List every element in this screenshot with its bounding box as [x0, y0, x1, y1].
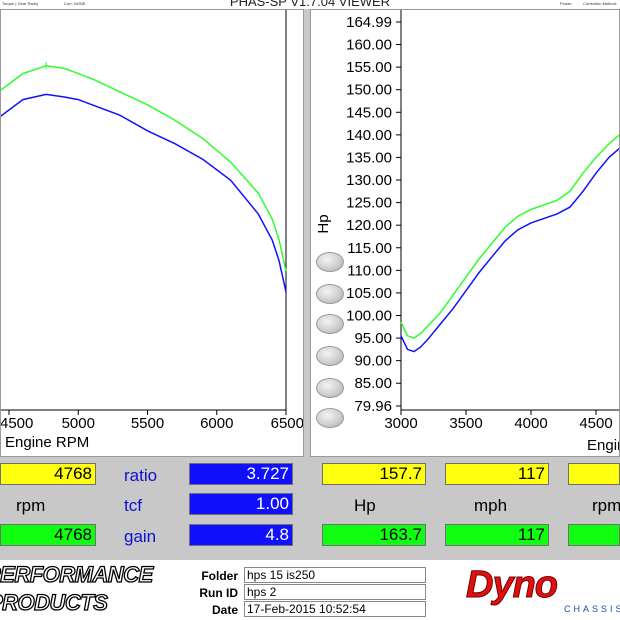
y-tick-label: 130.00 — [346, 172, 392, 189]
x-axis-title: Engine RPM — [5, 434, 89, 451]
y-tick-label: 155.00 — [346, 59, 392, 76]
trace-select-button-3[interactable] — [316, 314, 344, 334]
x-tick-label: 3000 — [384, 415, 417, 432]
y-tick-label: 164.99 — [346, 14, 392, 31]
y-tick-label: 140.00 — [346, 127, 392, 144]
hp-series-green — [400, 134, 619, 339]
y-tick-label: 115.00 — [347, 240, 392, 257]
date-label: Date — [211, 603, 238, 617]
torque-series-blue — [1, 93, 287, 293]
y-tick-label: 145.00 — [346, 104, 392, 121]
y-tick-label: 160.00 — [346, 37, 392, 54]
torque-series-green — [1, 65, 287, 272]
y-tick-label: 125.00 — [346, 195, 392, 212]
title-bar: Torque | Gear Ratio) Corr: NONE PHAS-SP … — [0, 0, 620, 9]
power-caption: Power: — [560, 1, 573, 6]
correction-method-caption: Correction Method: — [583, 1, 618, 6]
dyno-logo-text: Dyno — [466, 564, 559, 607]
gain-label: gain — [124, 527, 157, 546]
x-tick-label: 6500 — [271, 415, 304, 432]
y-tick-label: 120.00 — [346, 217, 392, 234]
x-tick-label: 4500 — [579, 415, 612, 432]
y-tick-label: 110.00 — [347, 262, 392, 279]
window-title: PHAS-SP V1.7.04 VIEWER — [229, 0, 391, 9]
x-axis-title: Engine RPM — [587, 437, 620, 454]
x-tick-label: 4000 — [514, 415, 547, 432]
x-tick-label: 5000 — [62, 415, 95, 432]
rpm-readout-run2: 4768 — [0, 524, 96, 546]
y-tick-label: 90.00 — [354, 353, 392, 370]
trace-select-button-6[interactable] — [316, 408, 344, 428]
x-tick-label: 5500 — [131, 415, 164, 432]
horsepower-chart-panel[interactable]: 164.99 160.00 155.00 150.00 145.00 140.00 135.… — [310, 9, 620, 457]
trace-select-button-4[interactable] — [316, 346, 344, 366]
rpm-label-right: rpm — [592, 496, 620, 515]
hp-series-blue — [400, 147, 619, 353]
torque-chart[interactable]: 4500 5000 5500 6000 6500 Engine RPM — [1, 10, 304, 457]
tcf-label: tcf — [124, 496, 142, 515]
x-tick-label: 3500 — [449, 415, 482, 432]
y-tick-label: 135.00 — [346, 149, 392, 166]
performance-products-logo: PERFORMANCE PRODUCTS — [0, 560, 200, 620]
dyno-logo-subtext: CHASSIS — [564, 604, 620, 614]
logo-line-2: PRODUCTS — [0, 589, 109, 615]
dyno-chassis-logo: Dyno CHASSIS — [460, 560, 620, 620]
horsepower-chart[interactable]: 164.99 160.00 155.00 150.00 145.00 140.00 135.… — [311, 10, 620, 457]
run-id-field[interactable]: hps 2 — [244, 584, 426, 600]
corr-caption: Corr: NONE — [64, 1, 86, 6]
trace-select-button-1[interactable] — [316, 252, 344, 272]
run-id-label: Run ID — [199, 586, 238, 600]
left-caption: Torque | Gear Ratio) — [2, 1, 39, 6]
torque-chart-frame — [1, 10, 287, 411]
y-tick-label: 85.00 — [354, 375, 392, 392]
rpm-readout-run2-right — [568, 524, 620, 546]
hp-readout-run1: 157.7 — [322, 463, 426, 485]
folder-label: Folder — [201, 569, 238, 583]
rpm-readout-run1: 4768 — [0, 463, 96, 485]
trace-select-button-2[interactable] — [316, 284, 344, 304]
date-field[interactable]: 17-Feb-2015 10:52:54 — [244, 601, 426, 617]
mph-readout-run2: 117 — [445, 524, 549, 546]
rpm-label: rpm — [16, 496, 46, 515]
mph-label: mph — [474, 496, 508, 515]
horsepower-chart-frame — [400, 10, 619, 411]
x-tick-label: 4500 — [1, 415, 33, 432]
y-tick-label: 105.00 — [346, 285, 392, 302]
x-tick-label: 6000 — [200, 415, 233, 432]
trace-select-button-5[interactable] — [316, 378, 344, 398]
y-tick-label: 150.00 — [346, 82, 392, 99]
ratio-value[interactable]: 3.727 — [189, 463, 293, 485]
torque-chart-panel[interactable]: 4500 5000 5500 6000 6500 Engine RPM — [0, 9, 304, 457]
logo-line-1: PERFORMANCE — [0, 561, 154, 587]
y-tick-label: 100.00 — [346, 307, 392, 324]
y-axis-title: Hp — [315, 214, 332, 233]
y-tick-label: 95.00 — [354, 330, 392, 347]
hp-label: Hp — [354, 496, 376, 515]
y-tick-label: 79.96 — [354, 398, 392, 415]
ratio-label: ratio — [124, 466, 158, 485]
mph-readout-run1: 117 — [445, 463, 549, 485]
folder-field[interactable]: hps 15 is250 — [244, 567, 426, 583]
hp-readout-run2: 163.7 — [322, 524, 426, 546]
gain-value[interactable]: 4.8 — [189, 524, 293, 546]
rpm-readout-run1-right — [568, 463, 620, 485]
tcf-value[interactable]: 1.00 — [189, 493, 293, 515]
